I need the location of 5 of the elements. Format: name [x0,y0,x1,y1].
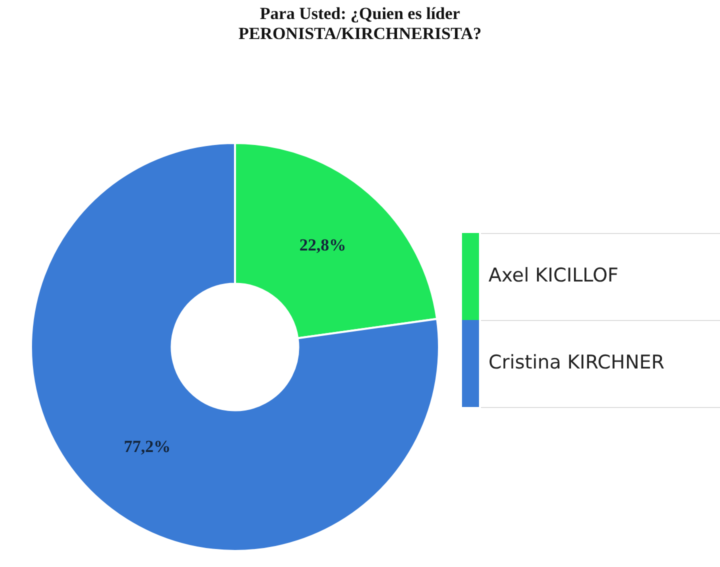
data-label: 22,8% [299,236,346,255]
legend-label: Cristina KIRCHNER [488,351,665,374]
chart-title: Para Usted: ¿Quien es líder PERONISTA/KIRCHNERISTA? [237,4,483,44]
data-label: 77,2% [124,437,171,456]
legend-label: Axel KICILLOF [488,264,618,286]
